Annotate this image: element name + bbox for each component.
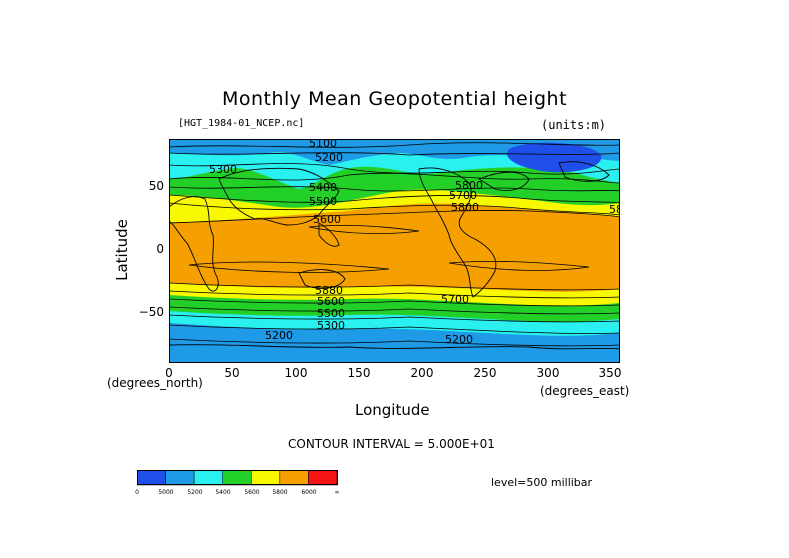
band-5000-5200-south: [169, 323, 620, 363]
units-label: (units:m): [541, 118, 607, 132]
band-low-north: [507, 142, 602, 173]
x-tick-label: 350: [598, 366, 622, 380]
colorbar-swatch: [308, 470, 338, 486]
level-text: level=500 millibar: [491, 476, 593, 489]
map-frame: [169, 139, 620, 363]
contour-label: 5880: [315, 284, 343, 297]
contour-label: 5200: [445, 333, 473, 346]
contour-label: 5100: [309, 139, 337, 150]
colorbar-label: 0: [135, 489, 139, 496]
contour-lines: [169, 142, 620, 347]
colorbar-swatch: [165, 470, 195, 486]
x-tick-label: 200: [410, 366, 434, 380]
x-tick-label: 0: [165, 366, 173, 380]
x-tick-label: 250: [473, 366, 497, 380]
colorbar-swatch: [193, 470, 223, 486]
colorbar-label: ∞: [334, 489, 340, 496]
x-tick-label: 150: [347, 366, 371, 380]
coastlines: [169, 161, 620, 350]
contour-label: 5200: [265, 329, 293, 342]
colorbar-swatch: [222, 470, 252, 486]
colorbar-label: 5000: [158, 489, 174, 496]
colorbar-swatch: [279, 470, 309, 486]
contour-interval-text: CONTOUR INTERVAL = 5.000E+01: [288, 437, 495, 451]
colorbar: [137, 470, 338, 486]
y-tick-label: −50: [138, 305, 164, 319]
contour-label: 5800: [451, 201, 479, 214]
band-5000-5200-north: [169, 139, 620, 165]
colorbar-swatch: [137, 470, 166, 486]
contour-label: 5800: [609, 203, 620, 216]
x-tick-label: 300: [536, 366, 560, 380]
colorbar-swatch: [251, 470, 281, 486]
x-axis-label: Longitude: [355, 401, 430, 419]
contour-label: 5500: [317, 307, 345, 320]
contour-label: 5600: [313, 213, 341, 226]
colorbar-label: 5200: [187, 489, 203, 496]
y-tick-label: 50: [148, 179, 164, 193]
colorbar-label: 6000: [301, 489, 317, 496]
x-tick-label: 100: [284, 366, 308, 380]
y-units-label: (degrees_north): [107, 376, 203, 390]
contour-label: 5300: [317, 319, 345, 332]
colorbar-label: 5600: [244, 489, 260, 496]
contour-label: 5800: [455, 179, 483, 192]
contour-label: 5500: [309, 195, 337, 208]
file-label: [HGT_1984-01_NCEP.nc]: [178, 118, 305, 129]
geopotential-map: 5100 5200 5700 5800 5880 5700 5600 5500 …: [169, 139, 620, 363]
colorbar-label: 5800: [272, 489, 288, 496]
colorbar-label: 5400: [215, 489, 231, 496]
contour-label: 5400: [309, 181, 337, 194]
chart-title: Monthly Mean Geopotential height: [221, 88, 568, 110]
y-tick-label: 0: [156, 242, 164, 256]
contour-label: 5600: [317, 295, 345, 308]
contour-label: 5300: [209, 163, 237, 176]
x-tick-label: 50: [224, 366, 240, 380]
contour-label: 5700: [449, 189, 477, 202]
x-units-label: (degrees_east): [540, 384, 630, 398]
contour-label: 5200: [315, 151, 343, 164]
contour-label: 5700: [441, 293, 469, 306]
